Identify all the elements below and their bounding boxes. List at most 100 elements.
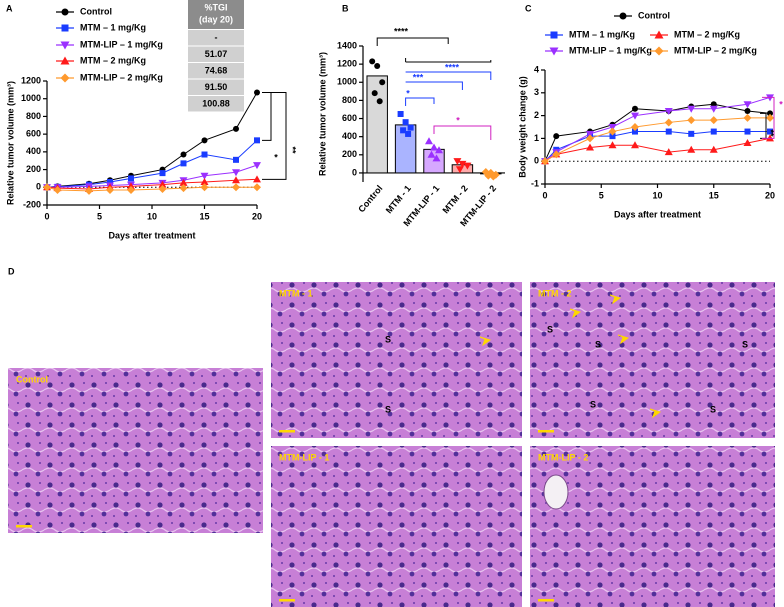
y-tick-label: 1	[534, 133, 539, 143]
marker	[665, 128, 672, 135]
significance: *	[274, 152, 278, 162]
marker	[180, 160, 187, 167]
arrow	[609, 294, 622, 305]
marker	[619, 12, 627, 20]
structure-mark: S	[710, 404, 716, 414]
legend-label: MTM – 2 mg/Kg	[80, 55, 146, 65]
scale-bar	[279, 430, 295, 433]
marker	[374, 62, 381, 69]
histology-image	[530, 282, 775, 438]
marker	[253, 162, 261, 170]
marker	[200, 177, 209, 185]
artifact	[543, 474, 569, 510]
y-tick-label: 800	[26, 111, 41, 121]
marker	[435, 146, 443, 154]
table-cell-text: 100.88	[202, 98, 230, 108]
arrow	[569, 308, 582, 319]
marker	[232, 176, 240, 184]
x-tick-label: Control	[356, 183, 384, 214]
marker	[654, 30, 664, 39]
histology-label: MTM - 2	[538, 288, 572, 298]
bracket	[262, 92, 287, 180]
arrow	[649, 408, 662, 419]
marker	[254, 89, 260, 96]
table-cell-text: -	[215, 32, 218, 42]
marker	[127, 182, 135, 190]
marker	[60, 56, 70, 65]
y-tick-label: 4	[534, 64, 539, 74]
marker	[201, 151, 208, 158]
marker	[85, 186, 93, 195]
legend-label: MTM-LIP – 2 mg/Kg	[674, 45, 757, 55]
marker	[709, 105, 718, 113]
marker	[369, 58, 376, 65]
y-tick-label: 0	[352, 167, 357, 177]
y-tick-label: 600	[342, 113, 357, 123]
table-cell	[188, 79, 244, 95]
series-line	[46, 92, 258, 188]
marker	[632, 105, 638, 112]
marker	[709, 116, 718, 125]
marker	[253, 183, 261, 192]
marker	[427, 150, 436, 158]
marker	[767, 110, 773, 117]
marker	[402, 119, 409, 126]
y-axis-title: Relative tumor volume (mm³)	[5, 81, 15, 205]
marker	[743, 138, 752, 146]
marker	[631, 141, 639, 149]
marker	[552, 150, 561, 159]
y-tick-label: -1	[531, 178, 539, 188]
series-line	[544, 96, 771, 162]
significance: *	[456, 115, 460, 125]
marker	[744, 108, 751, 115]
y-tick-label: 400	[342, 131, 357, 141]
marker	[233, 156, 239, 163]
marker	[687, 145, 696, 153]
x-tick-label: 20	[765, 190, 775, 200]
marker	[766, 113, 774, 122]
marker	[744, 128, 751, 135]
marker	[200, 172, 209, 180]
marker	[53, 185, 62, 194]
series-line	[47, 164, 258, 188]
x-axis-title: Days after treatment	[614, 209, 701, 219]
structure-mark: S	[385, 334, 391, 344]
marker	[232, 169, 240, 177]
significance: *	[779, 99, 783, 109]
x-tick-label: 20	[252, 211, 262, 221]
marker	[664, 118, 673, 127]
x-tick-label: MTM - 1	[384, 183, 413, 215]
marker	[743, 113, 752, 122]
x-tick-label: 0	[44, 211, 49, 221]
marker	[179, 178, 188, 186]
marker	[405, 130, 412, 137]
bracket	[376, 37, 492, 63]
y-tick-label: 200	[342, 149, 357, 159]
legend-label: Control	[80, 6, 112, 16]
marker	[458, 160, 467, 168]
histology-image	[8, 368, 263, 533]
y-tick-label: 800	[342, 95, 357, 105]
histology-image	[271, 282, 522, 438]
series-line	[46, 186, 257, 192]
significance: ****	[445, 62, 460, 72]
marker	[106, 185, 114, 194]
significance: *	[406, 88, 410, 98]
marker	[489, 172, 498, 181]
y-tick-label: 400	[26, 146, 41, 156]
legend-label: MTM-LIP – 1 mg/Kg	[569, 45, 652, 55]
y-tick-label: 1000	[337, 77, 357, 87]
legend-label: MTM-LIP – 2 mg/Kg	[80, 72, 163, 82]
scale-bar	[538, 599, 554, 602]
y-tick-label: 2	[534, 110, 539, 120]
y-tick-label: 1000	[21, 93, 41, 103]
marker	[159, 170, 166, 177]
table-cell-text: 91.50	[205, 82, 228, 92]
bar	[366, 75, 388, 174]
legend-label: MTM – 2 mg/Kg	[674, 29, 740, 39]
marker	[664, 148, 673, 156]
bracket	[762, 96, 775, 139]
table-cell-text: 51.07	[205, 49, 228, 59]
x-tick-label: 15	[709, 190, 719, 200]
table-header-text: (day 20)	[199, 14, 233, 24]
